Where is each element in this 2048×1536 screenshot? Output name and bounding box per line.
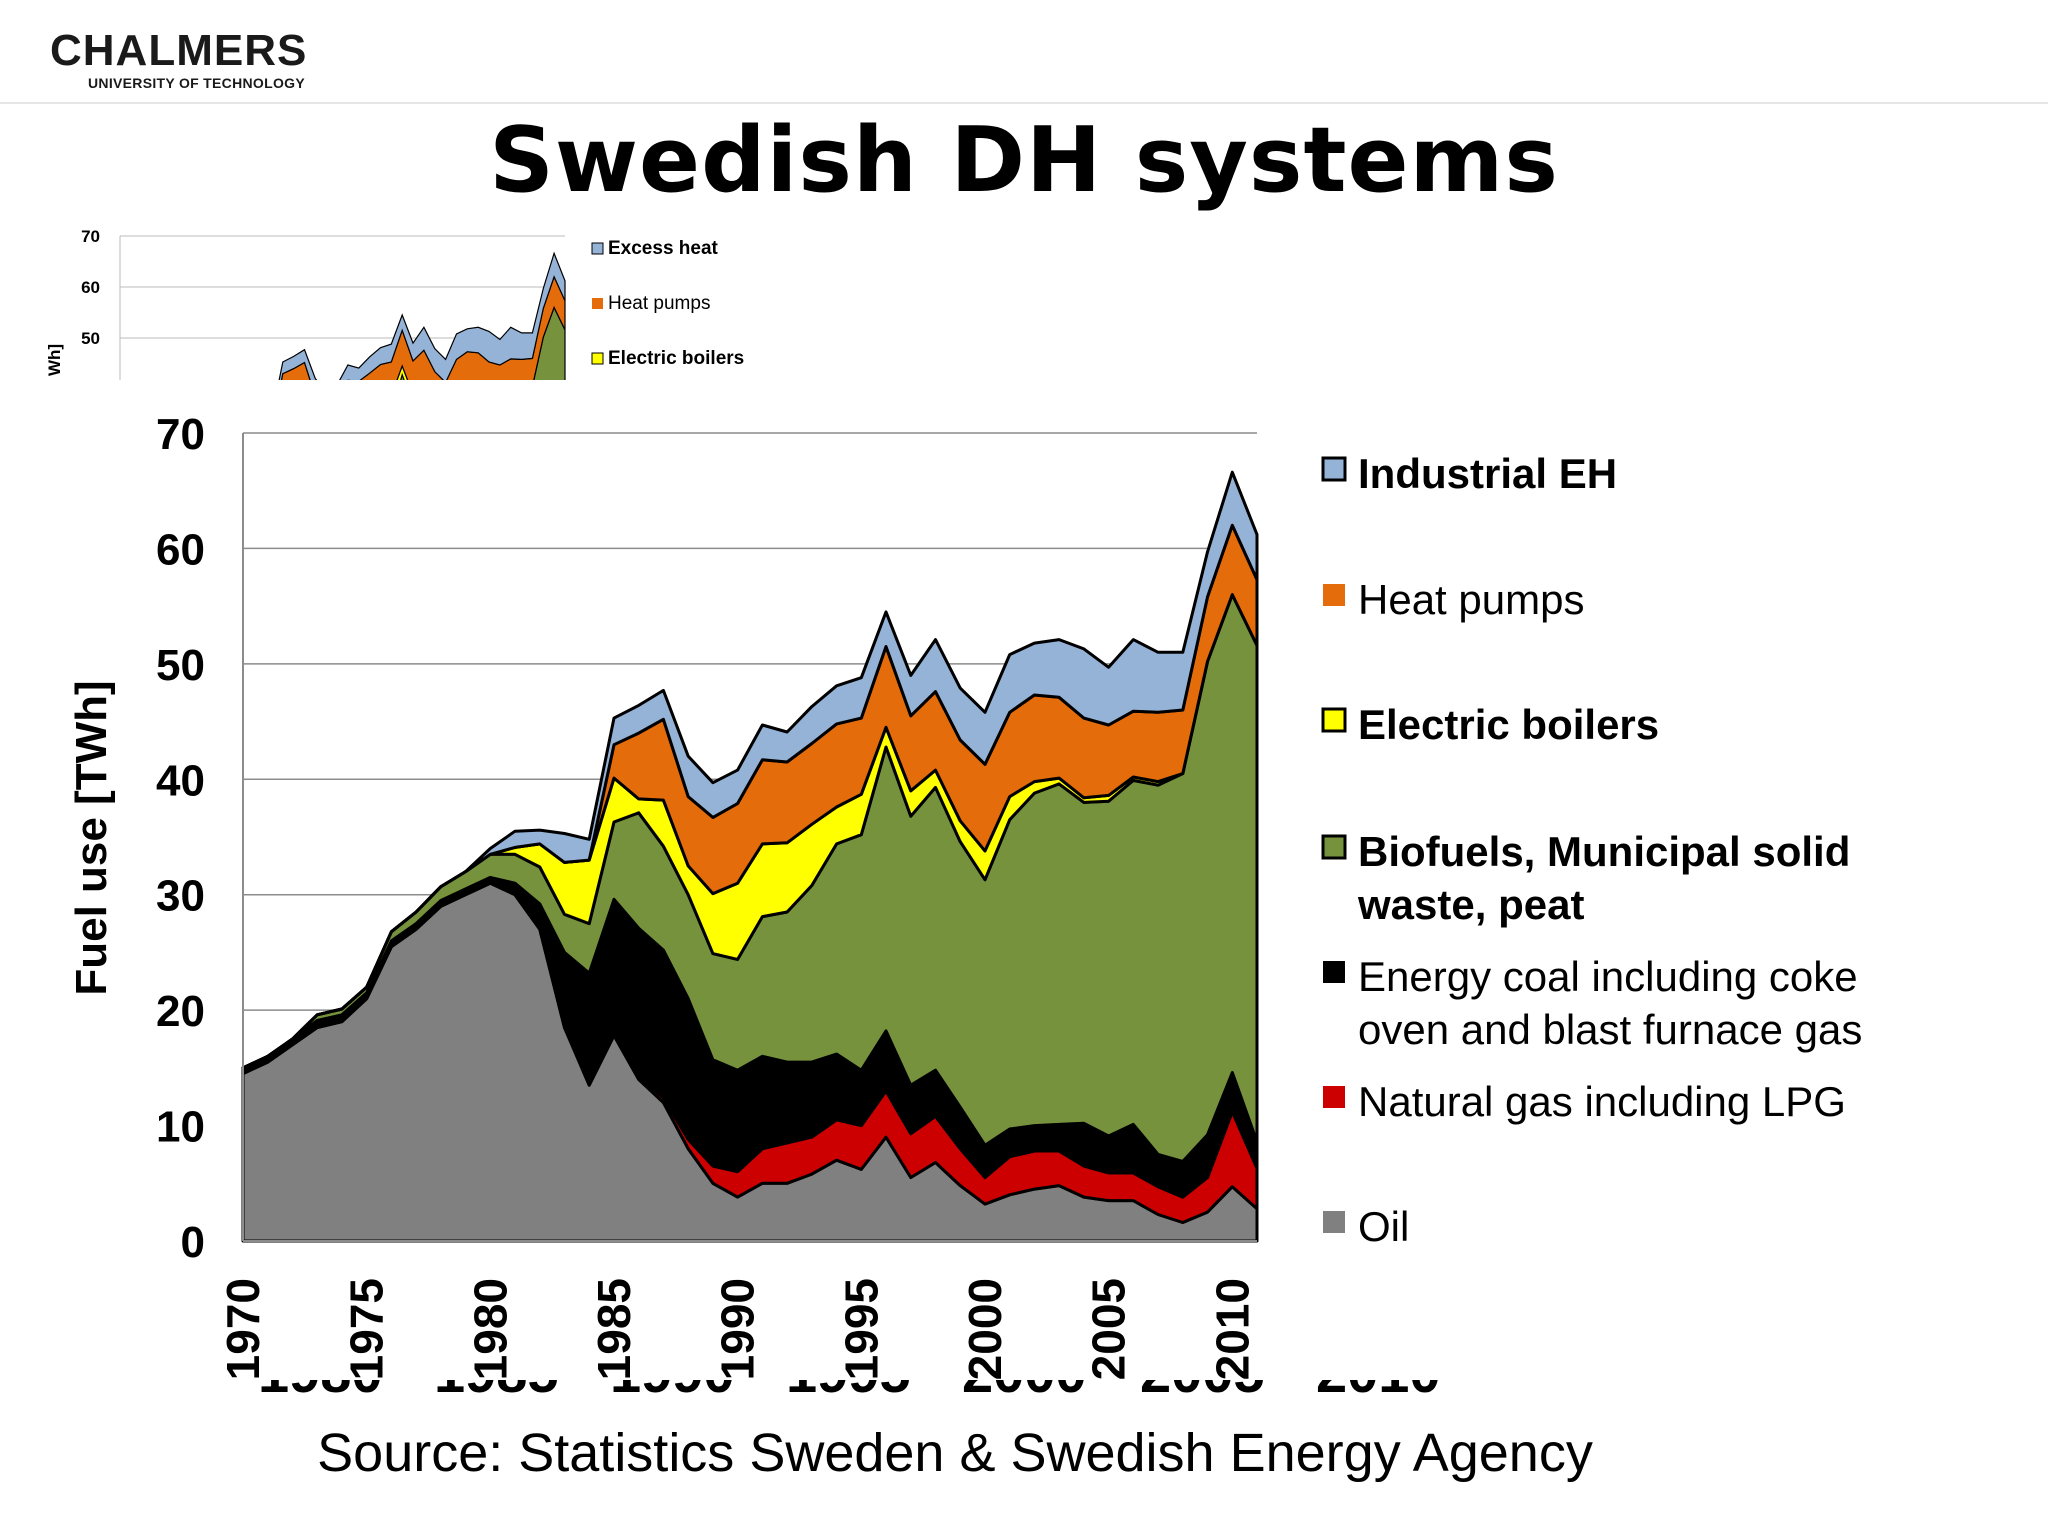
bg-xtick: 2000 (962, 1380, 1087, 1404)
bg-area (278, 251, 566, 380)
bg-xtick: 2010 (1316, 1380, 1441, 1404)
legend-label: Energy coal including coke (1358, 953, 1858, 1000)
legend-label: Electric boilers (1358, 701, 1659, 748)
chalmers-logo: CHALMERS (50, 26, 308, 75)
bg-y-tick-label: 70 (81, 227, 100, 246)
legend-swatch (1321, 707, 1347, 733)
x-tick-label: 1980 (464, 1278, 516, 1380)
legend-label: Heat pumps (1358, 576, 1584, 623)
legend-label: Natural gas including LPG (1358, 1078, 1846, 1125)
bg-legend-label: Electric boilers (608, 348, 744, 369)
y-tick-label: 50 (156, 641, 205, 690)
y-tick-label: 60 (156, 525, 205, 574)
x-tick-label: 2005 (1083, 1278, 1135, 1380)
legend-label: Industrial EH (1358, 450, 1617, 497)
y-tick-label: 30 (156, 872, 205, 921)
legend-swatch (1323, 584, 1345, 606)
legend-label: Biofuels, Municipal solid (1358, 828, 1850, 875)
x-tick-label: 1985 (588, 1278, 640, 1380)
bg-y-tick-label: 50 (81, 329, 100, 348)
source-caption: Source: Statistics Sweden & Swedish Ener… (317, 1423, 1593, 1483)
bg-legend-label: Excess heat (608, 238, 719, 259)
chalmers-logo-subtitle: UNIVERSITY OF TECHNOLOGY (88, 75, 305, 91)
legend-label: oven and blast furnace gas (1358, 1006, 1862, 1053)
bg-legend-swatch (592, 298, 603, 309)
legend-swatch (1323, 1211, 1345, 1233)
bg-xtick: 1985 (434, 1380, 559, 1404)
bg-xtick: 1980 (258, 1380, 383, 1404)
legend-label: waste, peat (1357, 881, 1584, 928)
legend-swatch (1321, 834, 1347, 860)
y-tick-label: 0 (181, 1218, 205, 1267)
x-tick-label: 1990 (712, 1278, 764, 1380)
bg-y-tick-label: 60 (81, 278, 100, 297)
bg-legend-swatch (591, 352, 604, 365)
y-axis-label: Fuel use [TWh] (67, 680, 116, 995)
x-tick-label: 1975 (341, 1278, 393, 1380)
slide-header: CHALMERS UNIVERSITY OF TECHNOLOGY (0, 0, 2048, 104)
background-chart-svg: 70 60 50 Wh] Excess heat Heat pumps Electric b… (45, 227, 744, 380)
y-tick-label: 70 (156, 410, 205, 459)
background-chart-xticks: 1980 1985 1990 1995 2000 2005 2010 (0, 1380, 1500, 1404)
area-industrial-eh (241, 470, 1259, 1070)
bg-legend-label: Heat pumps (608, 293, 710, 314)
y-tick-label: 20 (156, 987, 205, 1036)
bg-xtick: 1990 (610, 1380, 735, 1404)
slide-title: Swedish DH systems (489, 108, 1559, 213)
bg-y-axis-label: Wh] (45, 344, 64, 376)
y-tick-label: 40 (156, 756, 205, 805)
bg-area (400, 305, 566, 380)
legend-label: Oil (1358, 1203, 1409, 1250)
bg-xtick: 1995 (786, 1380, 911, 1404)
legend-swatch (1323, 1086, 1345, 1108)
legend-swatch (1321, 456, 1347, 482)
bg-area (280, 275, 566, 380)
x-tick-label: 2010 (1206, 1278, 1258, 1380)
x-tick-label: 2000 (959, 1278, 1011, 1380)
x-tick-label: 1970 (217, 1278, 269, 1380)
bg-xtick: 2005 (1140, 1380, 1265, 1404)
y-tick-label: 10 (156, 1103, 205, 1152)
legend-swatch (1323, 961, 1345, 983)
x-tick-label: 1995 (835, 1278, 887, 1380)
background-chart-fragment: 70 60 50 Wh] Excess heat Heat pumps Electric b… (0, 222, 860, 380)
fuel-use-chart: 0 10 20 30 40 50 60 70 1970 1975 1980 1985 1990 1995 2… (67, 410, 1862, 1380)
bg-legend-swatch (591, 242, 604, 255)
